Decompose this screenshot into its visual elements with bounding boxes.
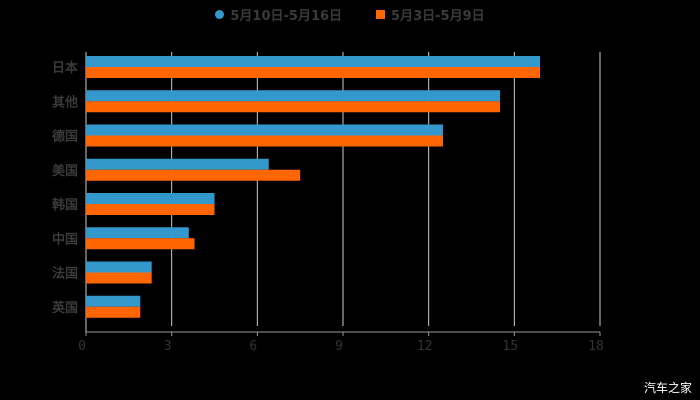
legend-label: 5月3日-5月9日 xyxy=(391,8,485,24)
bar-series1 xyxy=(86,90,501,102)
legend-square-icon xyxy=(376,9,386,19)
x-tick-label: 9 xyxy=(335,339,343,354)
y-category-label: 德国 xyxy=(52,129,78,145)
bar-series2 xyxy=(86,272,152,284)
y-category-label: 日本 xyxy=(52,60,78,76)
bar-series1 xyxy=(86,227,189,239)
bar-series1 xyxy=(86,56,541,67)
watermark: 汽车之家 xyxy=(643,381,692,395)
x-tick-label: 3 xyxy=(164,339,172,354)
bar-series2 xyxy=(86,169,301,181)
x-tick-label: 0 xyxy=(78,339,86,354)
bar-series2 xyxy=(86,238,195,250)
bar-series2 xyxy=(86,101,501,113)
bar-series2 xyxy=(86,135,443,147)
x-tick-label: 12 xyxy=(417,339,433,354)
y-category-label: 英国 xyxy=(51,300,78,316)
bar-series1 xyxy=(86,295,141,307)
x-tick-label: 15 xyxy=(503,339,519,354)
y-category-label: 韩国 xyxy=(52,197,78,213)
bar-series1 xyxy=(86,158,269,170)
x-tick-label: 18 xyxy=(588,339,604,354)
bar-series2 xyxy=(86,306,141,318)
y-category-label: 其他 xyxy=(52,94,78,110)
x-tick-label: 6 xyxy=(249,339,257,354)
bar-series2 xyxy=(86,204,215,215)
y-category-label: 美国 xyxy=(52,163,78,179)
legend-dot-icon xyxy=(215,9,225,19)
legend-item-series2[interactable]: 5月3日-5月9日 xyxy=(376,4,485,24)
y-category-label: 中国 xyxy=(52,231,78,247)
bar-series1 xyxy=(86,261,152,273)
bar-series1 xyxy=(86,124,443,136)
chart-legend: 5月10日-5月16日 5月3日-5月9日 xyxy=(0,4,700,24)
y-category-label: 法国 xyxy=(52,266,78,282)
bar-series1 xyxy=(86,193,215,204)
legend-item-series1[interactable]: 5月10日-5月16日 xyxy=(215,4,342,24)
legend-label: 5月10日-5月16日 xyxy=(230,8,343,24)
bar-series2 xyxy=(86,67,541,78)
